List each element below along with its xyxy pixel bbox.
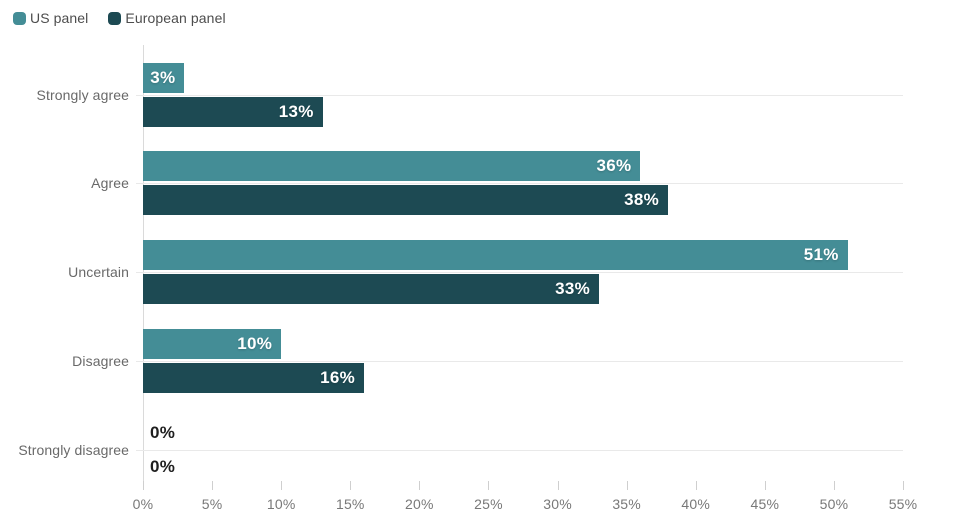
bar-european-panel-disagree: 16% — [143, 362, 365, 393]
bar-value-us-panel-strongly-disagree: 0% — [150, 422, 176, 442]
bar-value-us-panel-disagree: 10% — [237, 333, 273, 353]
bar-us-panel-uncertain: 51% — [143, 240, 848, 270]
x-axis-tick-label-0: 0% — [132, 496, 154, 512]
bar-value-european-panel-disagree: 16% — [320, 367, 356, 387]
x-axis-tick-label-10: 10% — [266, 496, 296, 512]
gridline-agree — [136, 183, 903, 185]
x-axis-tick-55 — [903, 481, 904, 490]
gridline-strongly-agree — [136, 94, 903, 96]
x-axis-tick-label-45: 45% — [750, 496, 780, 512]
x-axis-tick-label-35: 35% — [612, 496, 641, 512]
legend-swatch-us-panel — [13, 11, 26, 25]
x-axis-tick-label-15: 15% — [335, 496, 365, 512]
x-axis-tick-label-55: 55% — [888, 496, 918, 512]
bar-value-us-panel-uncertain: 51% — [803, 245, 839, 264]
legend-label-european-panel: European panel — [125, 10, 226, 26]
category-label-uncertain: Uncertain — [68, 264, 129, 280]
bar-european-panel-strongly-agree: 13% — [143, 96, 323, 127]
x-axis-tick-label-5: 5% — [201, 496, 223, 512]
x-axis-tick-label-40: 40% — [681, 496, 711, 512]
legend: US panel European panel — [13, 10, 226, 26]
x-axis-tick-5 — [212, 481, 214, 490]
bar-value-european-panel-strongly-agree: 13% — [278, 101, 314, 121]
bar-value-european-panel-agree: 38% — [624, 190, 660, 210]
bar-value-european-panel-uncertain: 33% — [555, 279, 590, 298]
gridline-disagree — [136, 360, 903, 362]
category-label-strongly-disagree: Strongly disagree — [18, 441, 129, 458]
x-axis-tick-10 — [281, 481, 283, 490]
x-axis-tick-15 — [350, 481, 352, 490]
x-axis-tick-30 — [557, 481, 559, 490]
x-axis-tick-0 — [143, 481, 144, 490]
x-axis-tick-label-50: 50% — [819, 496, 849, 512]
category-label-strongly-agree: Strongly agree — [36, 86, 129, 103]
x-axis-tick-40 — [695, 481, 697, 490]
x-axis-tick-50 — [833, 481, 835, 490]
x-axis-tick-20 — [419, 481, 421, 490]
legend-label-us-panel: US panel — [30, 10, 89, 26]
bar-european-panel-uncertain: 33% — [143, 274, 599, 304]
bar-value-european-panel-strongly-disagree: 0% — [150, 456, 176, 476]
gridline-strongly-disagree — [136, 449, 903, 451]
x-axis-tick-25 — [488, 481, 490, 490]
legend-swatch-european-panel — [108, 11, 122, 25]
category-label-disagree: Disagree — [72, 352, 129, 369]
category-label-agree: Agree — [91, 175, 129, 192]
bar-european-panel-agree: 38% — [143, 185, 669, 216]
bar-us-panel-strongly-agree: 3% — [143, 62, 185, 93]
x-axis-tick-label-30: 30% — [543, 496, 572, 512]
bar-us-panel-agree: 36% — [143, 151, 641, 182]
legend-item-us-panel: US panel — [13, 10, 88, 26]
x-axis-tick-45 — [764, 481, 766, 490]
legend-item-european-panel: European panel — [108, 10, 226, 26]
bar-value-us-panel-agree: 36% — [596, 156, 632, 176]
x-axis-tick-35 — [626, 481, 628, 490]
bar-us-panel-disagree: 10% — [143, 328, 282, 359]
bar-value-us-panel-strongly-agree: 3% — [150, 67, 176, 87]
x-axis-tick-label-25: 25% — [474, 496, 503, 512]
gridline-uncertain — [136, 272, 903, 273]
x-axis-tick-label-20: 20% — [405, 496, 434, 512]
